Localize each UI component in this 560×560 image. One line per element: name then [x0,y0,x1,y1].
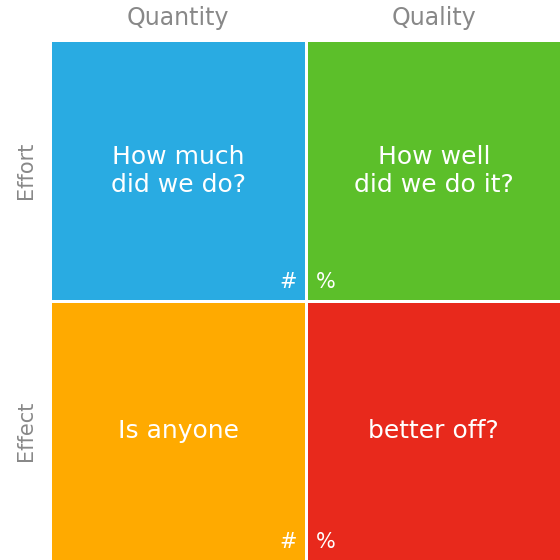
Text: How much
did we do?: How much did we do? [111,145,246,197]
Text: Is anyone: Is anyone [118,419,239,444]
Bar [52,302,305,560]
Text: #: # [279,272,296,292]
Bar [52,42,305,300]
Text: How well
did we do it?: How well did we do it? [354,145,514,197]
Text: %: % [315,272,335,292]
Text: Effect: Effect [16,401,36,461]
Text: Effort: Effort [16,142,36,199]
Text: %: % [315,532,335,552]
Text: better off?: better off? [368,419,499,444]
Text: #: # [279,532,296,552]
Bar [307,302,560,560]
Bar [307,42,560,300]
Text: Quality: Quality [391,6,476,30]
Text: Quantity: Quantity [127,6,230,30]
